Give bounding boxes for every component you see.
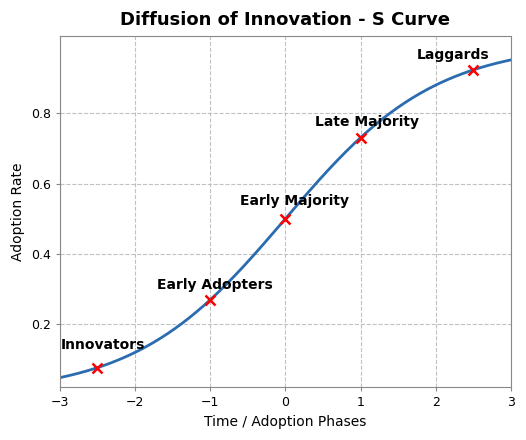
Text: Early Majority: Early Majority (240, 194, 349, 208)
Text: Late Majority: Late Majority (316, 115, 419, 129)
X-axis label: Time / Adoption Phases: Time / Adoption Phases (204, 415, 367, 429)
Text: Laggards: Laggards (417, 48, 490, 62)
Title: Diffusion of Innovation - S Curve: Diffusion of Innovation - S Curve (120, 11, 450, 29)
Text: Early Adopters: Early Adopters (157, 278, 273, 292)
Text: Innovators: Innovators (61, 337, 146, 352)
Y-axis label: Adoption Rate: Adoption Rate (11, 162, 25, 261)
